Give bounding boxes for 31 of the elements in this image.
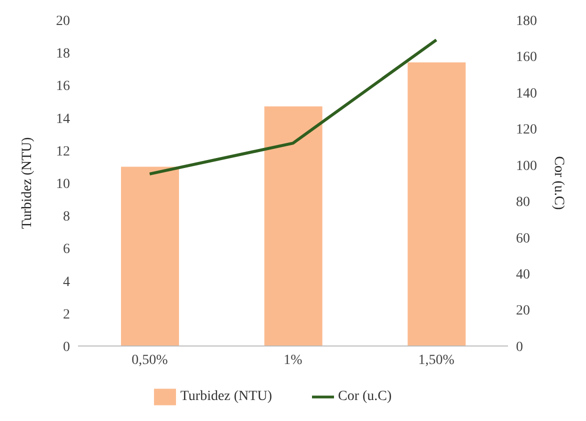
y-tick-label: 20 — [56, 14, 70, 29]
x-tick-label: 1% — [284, 352, 303, 368]
y2-tick-label: 120 — [516, 122, 537, 138]
y-axis-title: Turbidez (NTU) — [20, 136, 35, 229]
y2-tick-label: 180 — [516, 14, 537, 29]
y2-tick-label: 140 — [516, 86, 537, 102]
y2-tick-label: 40 — [516, 268, 530, 283]
y-tick-label: 16 — [56, 79, 70, 94]
y-tick-label: 8 — [63, 210, 70, 225]
y-tick-label: 2 — [63, 307, 70, 322]
y2-tick-label: 0 — [516, 340, 523, 355]
y2-tick-label: 60 — [516, 231, 530, 246]
bar — [408, 62, 466, 346]
y2-tick-label: 80 — [516, 195, 530, 210]
y-tick-label: 6 — [63, 242, 70, 258]
y-tick-label: 0 — [63, 340, 70, 355]
bar — [121, 166, 179, 346]
x-tick-label: 1,50% — [418, 352, 455, 368]
legend-label: Turbidez (NTU) — [180, 389, 272, 404]
y-tick-label: 10 — [56, 176, 70, 192]
y-tick-label: 18 — [56, 46, 70, 62]
y-tick-label: 12 — [56, 144, 70, 160]
bar — [264, 106, 322, 346]
legend-label: Cor (u.C) — [338, 389, 392, 404]
y2-tick-label: 100 — [516, 158, 537, 174]
y2-axis-title: Cor (u.C) — [551, 156, 566, 210]
y2-tick-label: 160 — [516, 50, 537, 66]
y-tick-label: 14 — [56, 112, 70, 127]
y2-tick-label: 20 — [516, 304, 530, 319]
x-tick-label: 0,50% — [132, 352, 168, 368]
y-tick-label: 4 — [63, 274, 70, 290]
